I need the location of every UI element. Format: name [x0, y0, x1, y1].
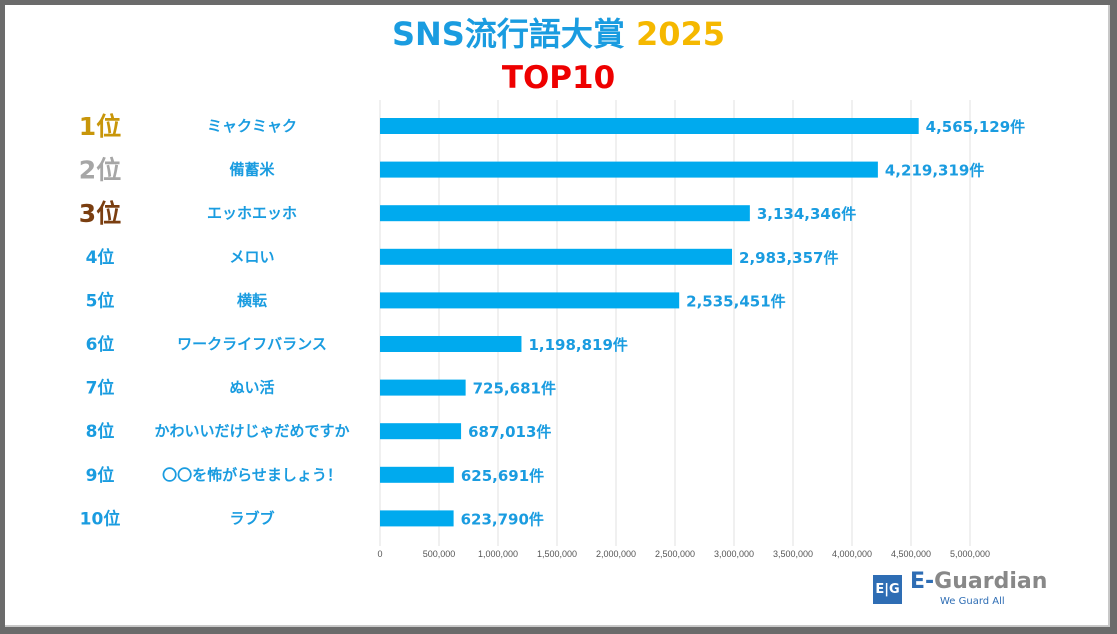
value-label: 625,691件: [461, 467, 544, 485]
chart-subtitle: TOP10: [501, 60, 616, 96]
e-guardian-logo-name: E-Guardian: [910, 569, 1047, 595]
x-tick-label: 4,500,000: [891, 549, 931, 559]
e-guardian-logo-mark: E|G: [873, 575, 902, 604]
bar: [380, 379, 466, 396]
value-label: 3,134,346件: [757, 205, 856, 223]
rank-label: 2位: [79, 156, 121, 185]
bar: [380, 118, 919, 134]
x-tick-label: 5,000,000: [950, 549, 990, 559]
rank-label: 3位: [79, 199, 121, 228]
bar: [380, 510, 454, 527]
x-tick-label: 4,000,000: [832, 549, 872, 559]
bar: [380, 336, 522, 352]
rank-label: 4位: [86, 247, 115, 268]
bar: [380, 466, 454, 483]
x-tick-label: 500,000: [423, 549, 456, 559]
category-label: ワークライフバランス: [177, 335, 327, 353]
bar: [380, 248, 733, 265]
rank-label: 7位: [86, 378, 115, 399]
category-label: かわいいだけじゃだめですか: [154, 422, 349, 440]
x-tick-label: 1,500,000: [537, 549, 577, 559]
category-label: 横転: [237, 291, 267, 309]
value-label: 725,681件: [473, 380, 556, 398]
value-label: 2,535,451件: [686, 292, 785, 310]
value-label: 687,013件: [468, 423, 551, 441]
bar: [380, 292, 680, 309]
category-label: メロい: [229, 248, 274, 266]
chart-title: SNS流行語大賞 2025: [0, 14, 1117, 54]
x-tick-label: 0: [377, 549, 382, 559]
value-label: 4,565,129件: [926, 118, 1025, 136]
value-label: 1,198,819件: [528, 336, 627, 354]
logo-tagline: We Guard All: [940, 596, 1005, 607]
x-tick-label: 1,000,000: [478, 549, 518, 559]
value-label: 2,983,357件: [739, 249, 838, 267]
x-tick-label: 2,500,000: [655, 549, 695, 559]
title-main: SNS流行語大賞: [391, 15, 625, 53]
rank-label: 5位: [86, 290, 115, 311]
rank-label: 1位: [79, 112, 121, 141]
title-year: 2025: [635, 15, 726, 53]
category-label: 〇〇を怖がらせましょう！: [162, 466, 342, 484]
x-tick-label: 3,500,000: [773, 549, 813, 559]
logo-name-prefix: E-: [910, 569, 935, 594]
value-label: 623,790件: [461, 510, 544, 528]
value-label: 4,219,319件: [885, 162, 984, 180]
category-label: ぬい活: [229, 379, 274, 397]
category-label: エッホエッホ: [207, 204, 297, 222]
rank-label: 6位: [86, 334, 115, 355]
rank-label: 9位: [86, 465, 115, 486]
bar: [380, 161, 878, 178]
x-tick-label: 3,000,000: [714, 549, 754, 559]
category-label: 備蓄米: [229, 161, 275, 179]
category-label: ラブブ: [229, 509, 274, 527]
rank-label: 10位: [80, 508, 121, 529]
bar: [380, 423, 462, 440]
rank-label: 8位: [86, 421, 115, 442]
x-tick-label: 2,000,000: [596, 549, 636, 559]
bar: [380, 205, 750, 222]
category-label: ミャクミャク: [207, 117, 297, 135]
logo-name-rest: Guardian: [934, 569, 1048, 594]
